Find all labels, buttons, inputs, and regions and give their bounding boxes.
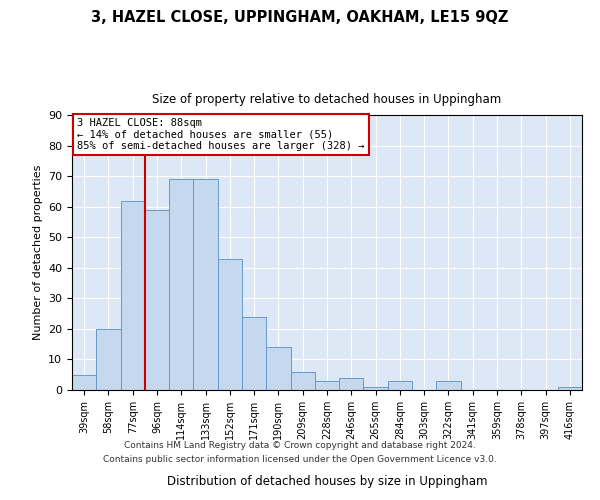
Bar (145, 210, 169, 390)
Bar (558, 387, 582, 390)
Bar (218, 258, 242, 390)
Bar (266, 347, 290, 390)
Text: Distribution of detached houses by size in Uppingham: Distribution of detached houses by size … (167, 475, 487, 488)
Bar (364, 387, 388, 390)
Bar (436, 381, 461, 390)
Y-axis label: Number of detached properties: Number of detached properties (32, 165, 43, 340)
Bar (193, 179, 218, 390)
Text: Contains public sector information licensed under the Open Government Licence v3: Contains public sector information licen… (103, 456, 497, 464)
Bar (315, 381, 339, 390)
Bar (121, 200, 145, 390)
Text: 3, HAZEL CLOSE, UPPINGHAM, OAKHAM, LE15 9QZ: 3, HAZEL CLOSE, UPPINGHAM, OAKHAM, LE15 … (91, 10, 509, 26)
Bar (242, 316, 266, 390)
Bar (72, 374, 96, 390)
Bar (290, 372, 315, 390)
Text: Contains HM Land Registry data © Crown copyright and database right 2024.: Contains HM Land Registry data © Crown c… (124, 440, 476, 450)
Bar (169, 179, 193, 390)
Bar (339, 378, 364, 390)
Text: 3 HAZEL CLOSE: 88sqm
← 14% of detached houses are smaller (55)
85% of semi-detac: 3 HAZEL CLOSE: 88sqm ← 14% of detached h… (77, 118, 365, 151)
Bar (388, 381, 412, 390)
Text: Size of property relative to detached houses in Uppingham: Size of property relative to detached ho… (152, 92, 502, 106)
Bar (96, 329, 121, 390)
